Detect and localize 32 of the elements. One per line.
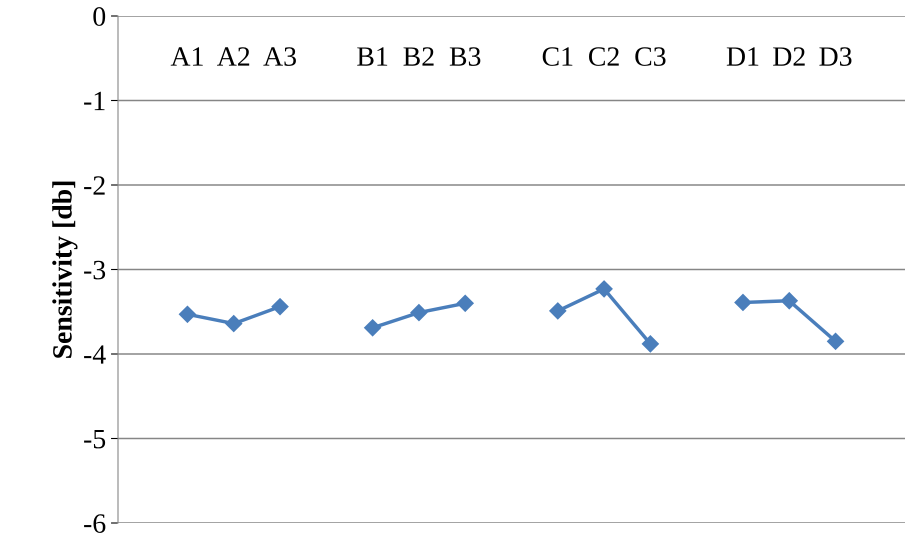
- point: [410, 304, 428, 322]
- point: [827, 332, 844, 350]
- point: [780, 292, 798, 310]
- point: [642, 335, 659, 352]
- x-tick-label: C2: [589, 47, 619, 66]
- x-tick-label: A3: [263, 47, 296, 66]
- x-tick-label: D1: [726, 47, 758, 66]
- y-tick-label: -5: [84, 430, 106, 448]
- point: [456, 294, 474, 312]
- y-tick-label: -4: [84, 345, 106, 364]
- y-tick-label: -6: [84, 514, 106, 533]
- x-tick-label: B1: [357, 47, 388, 66]
- x-tick-label: B3: [450, 47, 480, 66]
- point: [596, 280, 613, 298]
- x-tick-label: C1: [542, 47, 572, 66]
- y-axis-title: Sensitivity [db]: [52, 182, 78, 358]
- x-tick-label: D3: [819, 47, 852, 66]
- point: [549, 302, 566, 320]
- y-tick-label: -2: [84, 176, 105, 195]
- y-tick-label: -1: [84, 92, 105, 110]
- x-tick-label: C3: [635, 47, 666, 66]
- point: [225, 315, 242, 332]
- point: [364, 319, 382, 336]
- point: [271, 298, 289, 316]
- x-tick-label: D2: [773, 47, 805, 66]
- y-tick-label: 0: [93, 7, 106, 26]
- point: [178, 306, 196, 323]
- x-tick-label: B2: [404, 47, 434, 66]
- y-tick-label: -3: [84, 260, 106, 280]
- x-tick-label: A1: [170, 47, 203, 66]
- point: [734, 294, 752, 312]
- x-tick-label: A2: [217, 47, 250, 66]
